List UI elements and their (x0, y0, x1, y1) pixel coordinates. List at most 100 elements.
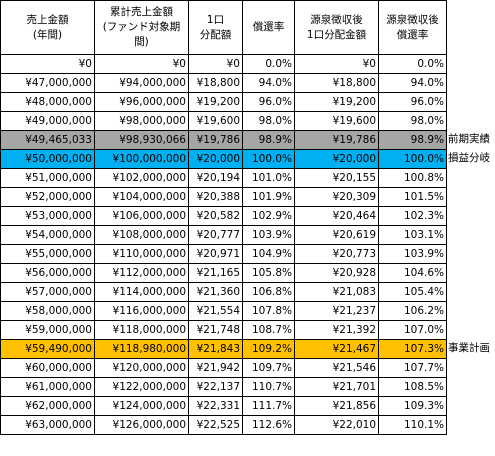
cell-after-tax-distribution: ¥20,000 (294, 149, 379, 169)
cell-distribution-per-unit: ¥20,777 (188, 225, 243, 245)
cell-annual-sales: ¥48,000,000 (0, 92, 95, 112)
cell-redemption-rate: 104.9% (242, 244, 295, 264)
table-row: ¥58,000,000 ¥116,000,000 ¥21,554 107.8% ¥21,… (0, 301, 447, 321)
cell-redemption-rate: 94.0% (242, 73, 295, 93)
cell-cumulative-sales: ¥108,000,000 (94, 225, 189, 245)
table-row: ¥49,000,000 ¥98,000,000 ¥19,600 98.0% ¥19,60… (0, 111, 447, 131)
cell-distribution-per-unit: ¥20,194 (188, 168, 243, 188)
cell-after-tax-distribution: ¥20,928 (294, 263, 379, 283)
header-annual-sales: 売上金額 (年間) (0, 0, 95, 55)
cell-redemption-rate: 98.0% (242, 111, 295, 131)
cell-after-tax-redemption-rate: 108.5% (378, 377, 447, 397)
cell-after-tax-redemption-rate: 109.3% (378, 396, 447, 416)
cell-redemption-rate: 112.6% (242, 415, 295, 435)
cell-distribution-per-unit: ¥21,165 (188, 263, 243, 283)
cell-distribution-per-unit: ¥21,748 (188, 320, 243, 340)
cell-after-tax-redemption-rate: 110.1% (378, 415, 447, 435)
cell-cumulative-sales: ¥100,000,000 (94, 149, 189, 169)
cell-cumulative-sales: ¥98,000,000 (94, 111, 189, 131)
cell-annual-sales: ¥56,000,000 (0, 263, 95, 283)
cell-after-tax-distribution: ¥20,309 (294, 187, 379, 207)
cell-redemption-rate: 100.0% (242, 149, 295, 169)
table-row: ¥59,000,000 ¥118,000,000 ¥21,748 108.7% ¥21,… (0, 320, 447, 340)
cell-redemption-rate: 109.7% (242, 358, 295, 378)
cell-cumulative-sales: ¥116,000,000 (94, 301, 189, 321)
table-row: ¥55,000,000 ¥110,000,000 ¥20,971 104.9% ¥20,… (0, 244, 447, 264)
cell-cumulative-sales: ¥0 (94, 54, 189, 74)
cell-cumulative-sales: ¥118,980,000 (94, 339, 189, 359)
cell-distribution-per-unit: ¥19,786 (188, 130, 243, 150)
cell-annual-sales: ¥59,000,000 (0, 320, 95, 340)
table-row: ¥50,000,000 ¥100,000,000 ¥20,000 100.0% ¥20,… (0, 149, 447, 169)
cell-after-tax-redemption-rate: 103.1% (378, 225, 447, 245)
cell-annual-sales: ¥58,000,000 (0, 301, 95, 321)
cell-distribution-per-unit: ¥20,971 (188, 244, 243, 264)
cell-redemption-rate: 101.9% (242, 187, 295, 207)
cell-annual-sales: ¥59,490,000 (0, 339, 95, 359)
cell-after-tax-distribution: ¥21,701 (294, 377, 379, 397)
table-row: ¥63,000,000 ¥126,000,000 ¥22,525 112.6% ¥22,… (0, 415, 447, 435)
table-row: ¥47,000,000 ¥94,000,000 ¥18,800 94.0% ¥18,80… (0, 73, 447, 93)
cell-after-tax-distribution: ¥21,856 (294, 396, 379, 416)
table-row: ¥61,000,000 ¥122,000,000 ¥22,137 110.7% ¥21,… (0, 377, 447, 397)
header-row: 売上金額 (年間) 累計売上金額 (ファンド対象期間) 1口 分配額 償還率 源… (0, 0, 447, 55)
cell-cumulative-sales: ¥124,000,000 (94, 396, 189, 416)
cell-redemption-rate: 103.9% (242, 225, 295, 245)
cell-distribution-per-unit: ¥21,843 (188, 339, 243, 359)
cell-redemption-rate: 108.7% (242, 320, 295, 340)
cell-after-tax-distribution: ¥20,155 (294, 168, 379, 188)
table-row: ¥48,000,000 ¥96,000,000 ¥19,200 96.0% ¥19,20… (0, 92, 447, 112)
cell-after-tax-distribution: ¥19,200 (294, 92, 379, 112)
cell-after-tax-redemption-rate: 105.4% (378, 282, 447, 302)
cell-after-tax-redemption-rate: 100.0% (378, 149, 447, 169)
cell-cumulative-sales: ¥122,000,000 (94, 377, 189, 397)
header-redemption-rate: 償還率 (242, 0, 295, 55)
cell-redemption-rate: 98.9% (242, 130, 295, 150)
row-note-label: 前期実績 (448, 133, 490, 145)
cell-cumulative-sales: ¥102,000,000 (94, 168, 189, 188)
cell-redemption-rate: 111.7% (242, 396, 295, 416)
cell-distribution-per-unit: ¥19,600 (188, 111, 243, 131)
table-row: ¥0 ¥0 ¥0 0.0% ¥0 0.0% (0, 54, 447, 74)
header-after-tax-redemption-rate: 源泉徴収後 償還率 (378, 0, 447, 55)
cell-distribution-per-unit: ¥20,388 (188, 187, 243, 207)
table-row: ¥62,000,000 ¥124,000,000 ¥22,331 111.7% ¥21,… (0, 396, 447, 416)
cell-distribution-per-unit: ¥21,360 (188, 282, 243, 302)
cell-redemption-rate: 102.9% (242, 206, 295, 226)
header-distribution-per-unit: 1口 分配額 (188, 0, 243, 55)
cell-after-tax-redemption-rate: 102.3% (378, 206, 447, 226)
cell-annual-sales: ¥55,000,000 (0, 244, 95, 264)
cell-after-tax-distribution: ¥20,773 (294, 244, 379, 264)
cell-cumulative-sales: ¥126,000,000 (94, 415, 189, 435)
cell-distribution-per-unit: ¥0 (188, 54, 243, 74)
cell-annual-sales: ¥52,000,000 (0, 187, 95, 207)
cell-redemption-rate: 109.2% (242, 339, 295, 359)
cell-cumulative-sales: ¥104,000,000 (94, 187, 189, 207)
cell-after-tax-redemption-rate: 106.2% (378, 301, 447, 321)
cell-cumulative-sales: ¥94,000,000 (94, 73, 189, 93)
cell-after-tax-distribution: ¥0 (294, 54, 379, 74)
cell-cumulative-sales: ¥106,000,000 (94, 206, 189, 226)
cell-cumulative-sales: ¥114,000,000 (94, 282, 189, 302)
redemption-table: 売上金額 (年間) 累計売上金額 (ファンド対象期間) 1口 分配額 償還率 源… (0, 0, 447, 435)
cell-redemption-rate: 101.0% (242, 168, 295, 188)
table-row: ¥51,000,000 ¥102,000,000 ¥20,194 101.0% ¥20,… (0, 168, 447, 188)
cell-after-tax-redemption-rate: 98.9% (378, 130, 447, 150)
cell-annual-sales: ¥51,000,000 (0, 168, 95, 188)
cell-distribution-per-unit: ¥20,000 (188, 149, 243, 169)
cell-after-tax-redemption-rate: 101.5% (378, 187, 447, 207)
cell-after-tax-redemption-rate: 98.0% (378, 111, 447, 131)
table-row: ¥56,000,000 ¥112,000,000 ¥21,165 105.8% ¥20,… (0, 263, 447, 283)
header-after-tax-distribution: 源泉徴収後 1口分配金額 (294, 0, 379, 55)
cell-after-tax-distribution: ¥18,800 (294, 73, 379, 93)
cell-after-tax-distribution: ¥21,546 (294, 358, 379, 378)
cell-after-tax-redemption-rate: 107.0% (378, 320, 447, 340)
cell-cumulative-sales: ¥110,000,000 (94, 244, 189, 264)
cell-annual-sales: ¥50,000,000 (0, 149, 95, 169)
cell-redemption-rate: 0.0% (242, 54, 295, 74)
cell-cumulative-sales: ¥96,000,000 (94, 92, 189, 112)
cell-after-tax-redemption-rate: 107.7% (378, 358, 447, 378)
cell-annual-sales: ¥0 (0, 54, 95, 74)
cell-distribution-per-unit: ¥22,525 (188, 415, 243, 435)
cell-distribution-per-unit: ¥19,200 (188, 92, 243, 112)
